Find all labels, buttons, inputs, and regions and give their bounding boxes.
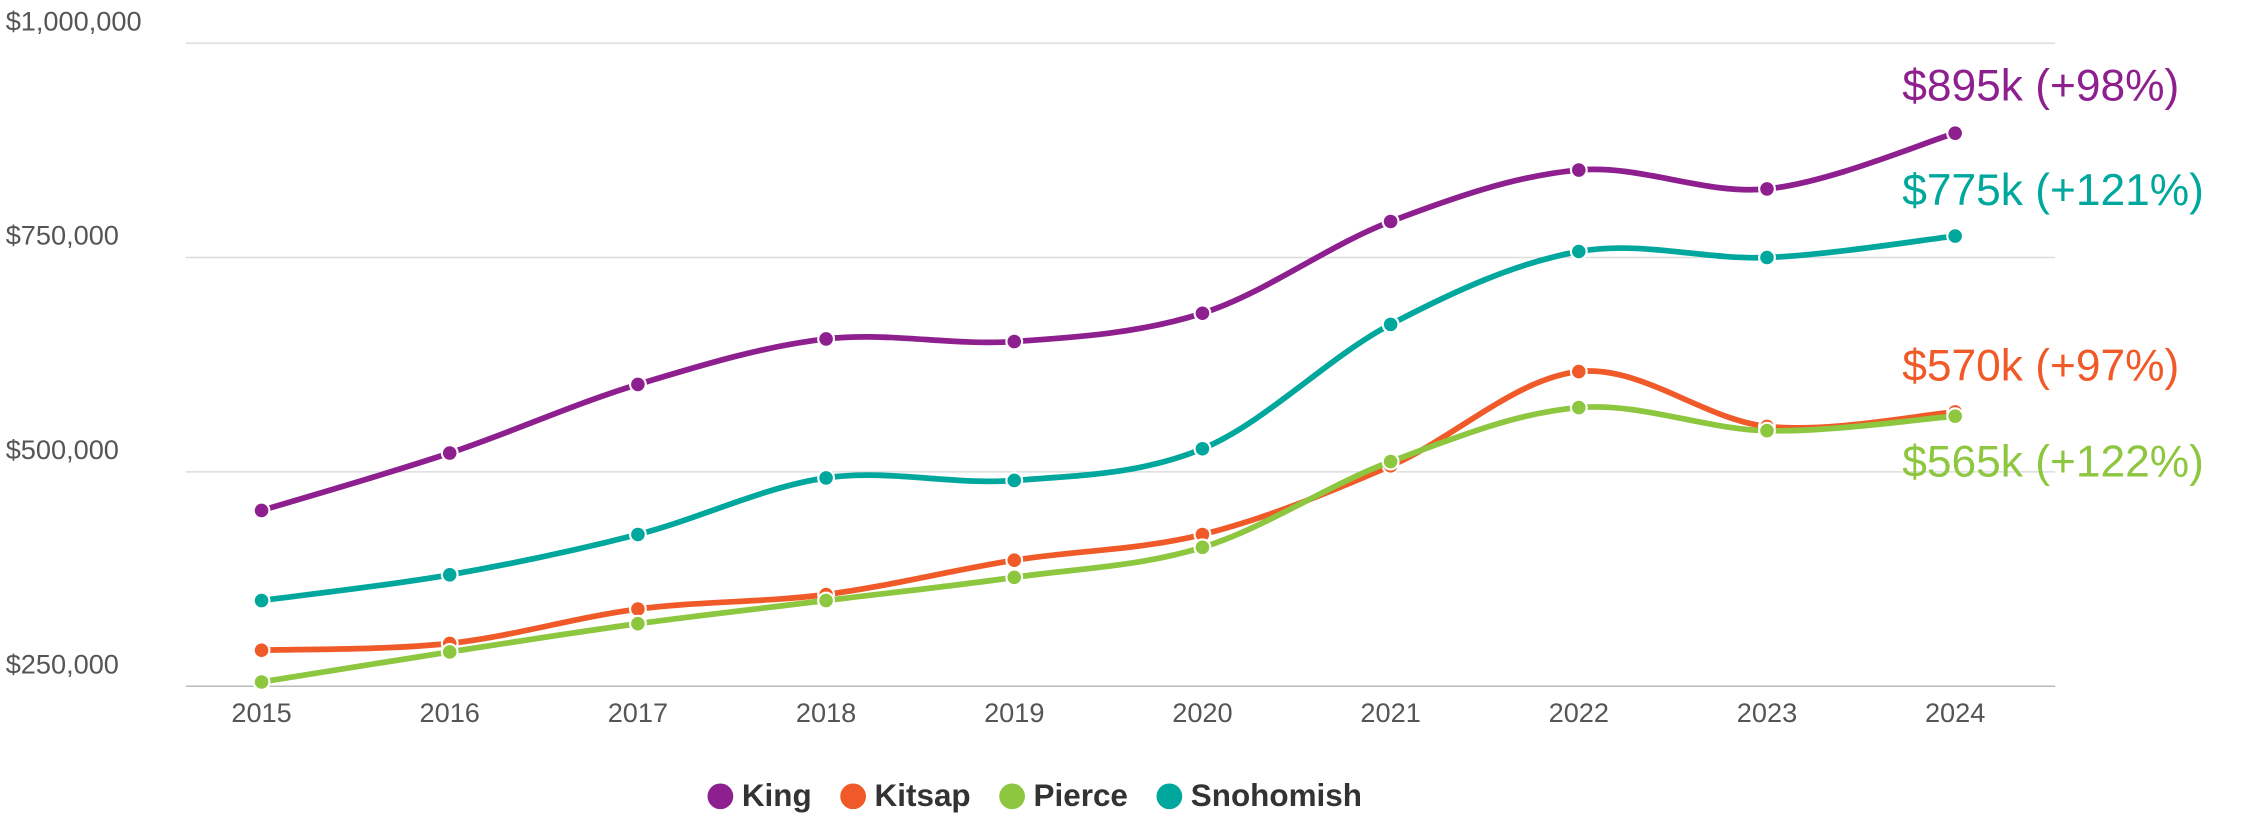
legend-swatch [999, 783, 1025, 810]
series-line [261, 368, 1956, 654]
x-tick-label: 2021 [1360, 697, 1420, 728]
legend-label: King [742, 778, 812, 813]
point [1005, 471, 1024, 490]
point [1758, 179, 1776, 198]
point [628, 525, 647, 544]
legend: King Kitsap Pierce Snohomish [707, 778, 1362, 813]
point [1005, 332, 1024, 351]
point [440, 565, 459, 584]
point [440, 444, 459, 462]
end-label: $570k (+97%) [1902, 342, 2179, 391]
point [1569, 242, 1588, 261]
point [628, 375, 647, 394]
x-tick-label: 2022 [1549, 697, 1609, 728]
point [817, 468, 836, 487]
y-tick-label: $250,000 [6, 648, 119, 679]
x-tick-label: 2017 [608, 697, 668, 728]
point [1758, 248, 1776, 267]
x-tick-label: 2020 [1172, 697, 1232, 728]
legend-label: Pierce [1034, 778, 1128, 813]
x-tick-label: 2024 [1925, 697, 1985, 728]
point [252, 673, 271, 691]
end-label: $565k (+122%) [1902, 437, 2204, 486]
point [1193, 538, 1212, 557]
x-tick-label: 2019 [984, 697, 1044, 728]
point [1381, 315, 1400, 334]
point [1381, 212, 1400, 231]
series-line [261, 233, 1956, 604]
y-tick-label: $500,000 [6, 434, 119, 465]
x-tick-label: 2023 [1737, 697, 1797, 728]
x-tick-label: 2016 [420, 697, 480, 728]
end-label: $775k (+121%) [1902, 166, 2204, 215]
point [1758, 421, 1776, 440]
point [252, 591, 271, 610]
series-line [261, 404, 1956, 685]
point [1193, 304, 1212, 323]
y-tick-label: $1,000,000 [6, 5, 142, 36]
point [440, 643, 459, 661]
point [1569, 362, 1588, 381]
point [1381, 452, 1400, 471]
end-label: $895k (+98%) [1902, 62, 2179, 111]
point [1193, 439, 1212, 458]
point [817, 591, 836, 610]
point [252, 501, 271, 520]
point [1005, 568, 1024, 587]
point [817, 330, 836, 348]
point [628, 614, 647, 633]
point [1569, 161, 1588, 179]
x-tick-label: 2018 [796, 697, 856, 728]
point [1946, 124, 1965, 143]
legend-swatch [1156, 783, 1183, 810]
point [1946, 407, 1965, 426]
y-tick-label: $750,000 [6, 220, 119, 251]
series-line [260, 130, 1956, 514]
point [1569, 398, 1588, 417]
point [252, 641, 271, 660]
point [1946, 227, 1965, 245]
x-tick-label: 2015 [231, 697, 291, 728]
legend-label: Kitsap [875, 778, 971, 813]
point [1005, 551, 1024, 570]
point [628, 600, 647, 619]
legend-label: Snohomish [1191, 778, 1362, 813]
legend-swatch [707, 783, 734, 810]
legend-swatch [840, 783, 866, 810]
